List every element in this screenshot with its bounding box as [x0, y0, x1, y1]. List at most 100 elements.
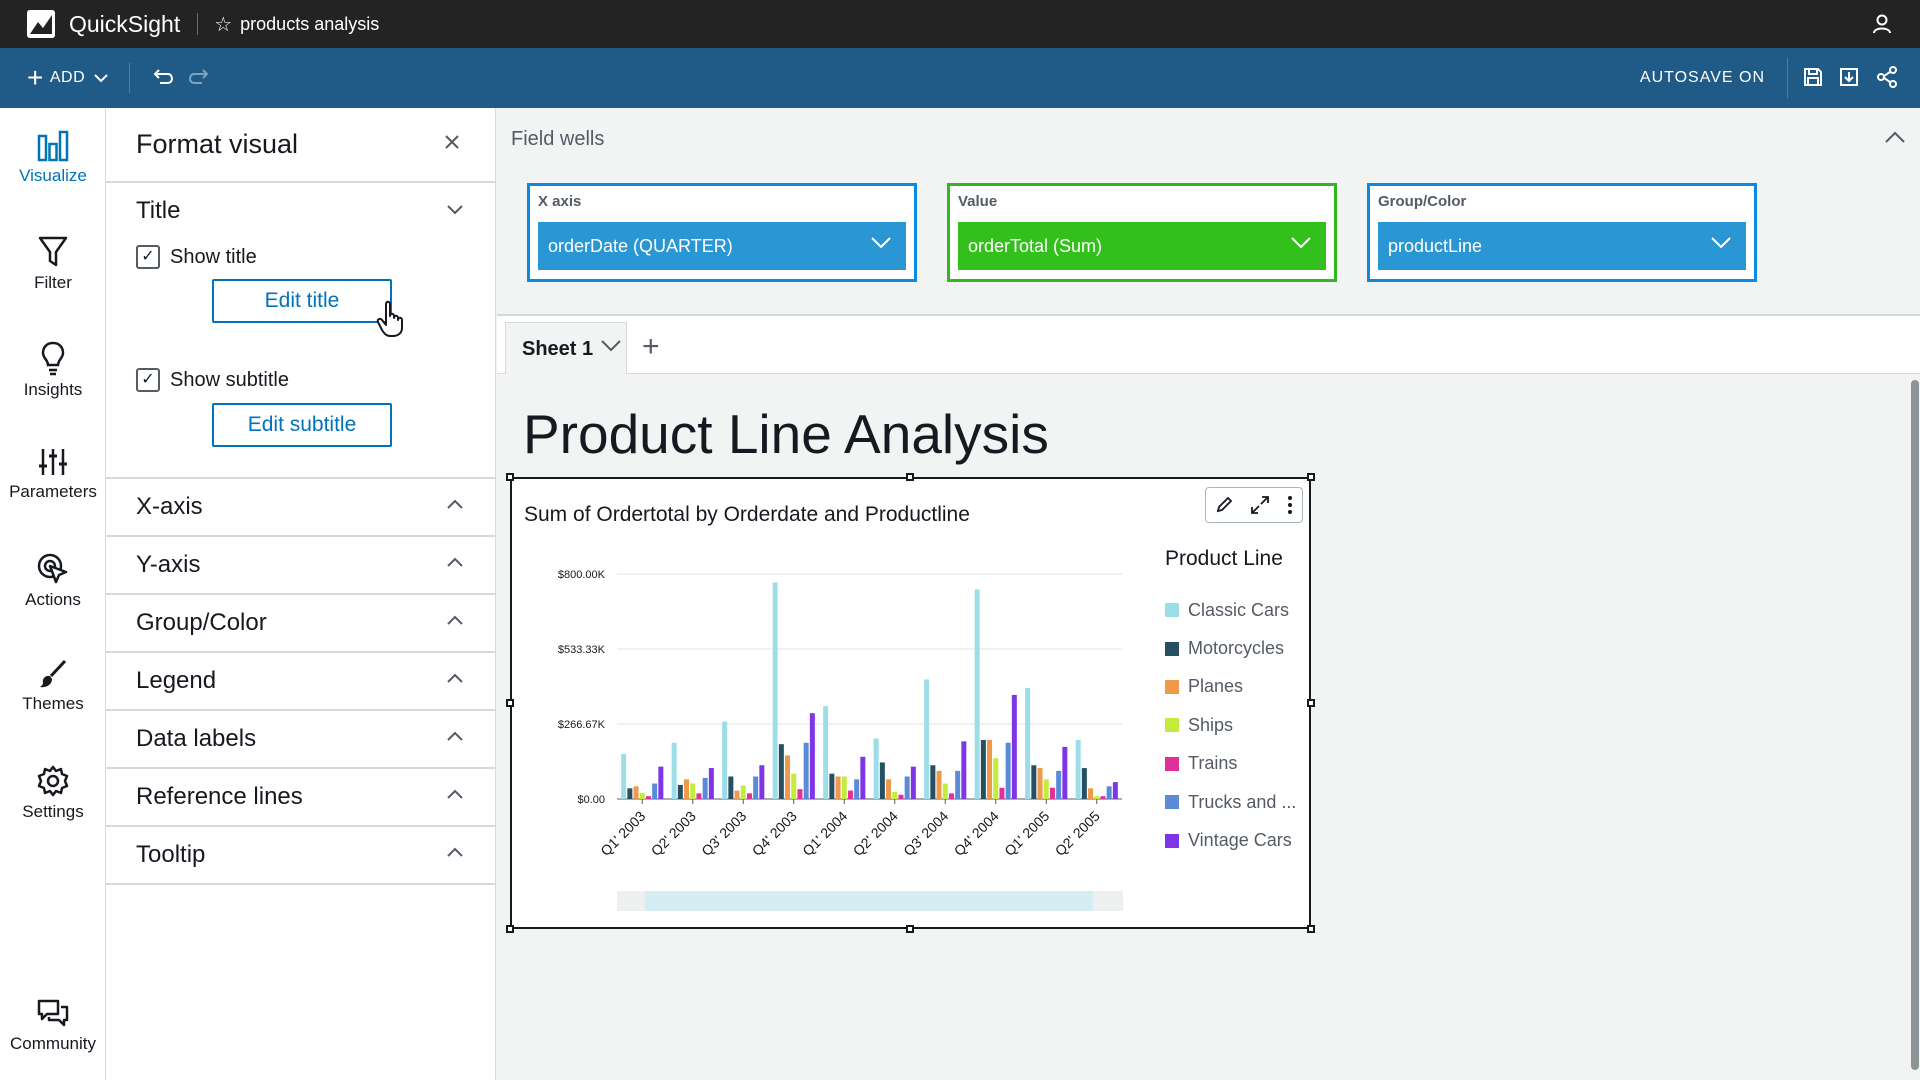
bar[interactable]: [803, 742, 809, 799]
show-title-checkbox[interactable]: ✓ Show title: [136, 245, 257, 269]
bar[interactable]: [999, 787, 1005, 799]
sheet-title[interactable]: Product Line Analysis: [523, 403, 1049, 465]
bar[interactable]: [809, 713, 815, 799]
bar[interactable]: [791, 773, 797, 799]
legend-item[interactable]: Ships: [1165, 706, 1296, 744]
visual-title[interactable]: Sum of Ordertotal by Orderdate and Produ…: [524, 503, 970, 526]
bar[interactable]: [993, 758, 999, 799]
bar[interactable]: [1025, 687, 1031, 799]
bar[interactable]: [841, 776, 847, 800]
bar[interactable]: [734, 790, 740, 799]
section-header[interactable]: Y-axis: [106, 537, 495, 593]
star-icon[interactable]: ☆: [214, 13, 233, 36]
section-header[interactable]: Group/Color: [106, 595, 495, 651]
bar[interactable]: [930, 765, 936, 799]
bar[interactable]: [860, 756, 866, 799]
bar[interactable]: [671, 742, 677, 799]
quicksight-logo-icon[interactable]: [27, 10, 55, 38]
more-options-icon[interactable]: [1287, 495, 1293, 515]
bar[interactable]: [955, 770, 961, 799]
well-field-dropdown[interactable]: productLine: [1378, 222, 1746, 270]
tab-sheet-1[interactable]: Sheet 1: [505, 322, 627, 376]
edit-subtitle-button[interactable]: Edit subtitle: [212, 403, 392, 447]
well-field-dropdown[interactable]: orderTotal (Sum): [958, 222, 1326, 270]
user-icon[interactable]: [1872, 13, 1892, 40]
resize-handle[interactable]: [906, 925, 914, 933]
bar[interactable]: [892, 791, 898, 799]
bar[interactable]: [1031, 765, 1037, 799]
legend-item[interactable]: Planes: [1165, 668, 1296, 706]
legend-item[interactable]: Classic Cars: [1165, 591, 1296, 629]
bar[interactable]: [677, 784, 683, 799]
bar[interactable]: [1106, 786, 1112, 799]
nav-item-settings[interactable]: Settings: [0, 764, 106, 822]
bar[interactable]: [684, 779, 690, 799]
bar[interactable]: [1037, 768, 1043, 799]
resize-handle[interactable]: [506, 699, 514, 707]
resize-handle[interactable]: [1307, 473, 1315, 481]
bar[interactable]: [835, 776, 841, 800]
bar[interactable]: [690, 783, 696, 799]
resize-handle[interactable]: [906, 473, 914, 481]
bar[interactable]: [987, 739, 993, 799]
bar[interactable]: [898, 794, 904, 799]
section-header[interactable]: Reference lines: [106, 769, 495, 825]
nav-item-parameters[interactable]: Parameters: [0, 446, 106, 502]
add-button[interactable]: + ADD: [27, 64, 109, 92]
resize-handle[interactable]: [1307, 925, 1315, 933]
bar[interactable]: [797, 789, 803, 799]
bar[interactable]: [1094, 796, 1100, 799]
bar[interactable]: [886, 779, 892, 799]
bar[interactable]: [974, 589, 980, 799]
bar[interactable]: [924, 679, 930, 799]
nav-item-community[interactable]: Community: [0, 998, 106, 1054]
bar[interactable]: [829, 773, 835, 799]
section-header[interactable]: Legend: [106, 653, 495, 709]
bar[interactable]: [910, 766, 916, 799]
show-subtitle-checkbox[interactable]: ✓ Show subtitle: [136, 368, 289, 392]
bar[interactable]: [823, 706, 829, 799]
resize-handle[interactable]: [506, 473, 514, 481]
bar[interactable]: [740, 785, 746, 800]
export-icon[interactable]: [1836, 64, 1862, 90]
undo-icon[interactable]: [150, 65, 174, 91]
share-icon[interactable]: [1874, 64, 1900, 90]
bar[interactable]: [627, 788, 633, 799]
bar[interactable]: [753, 776, 759, 800]
bar[interactable]: [759, 765, 765, 799]
resize-handle[interactable]: [1307, 699, 1315, 707]
legend-item[interactable]: Trains: [1165, 745, 1296, 783]
bar[interactable]: [961, 741, 967, 799]
bar[interactable]: [1043, 779, 1049, 799]
nav-item-visualize[interactable]: Visualize: [0, 130, 106, 186]
save-icon[interactable]: [1800, 64, 1826, 90]
legend-item[interactable]: Vintage Cars: [1165, 821, 1296, 859]
bar[interactable]: [746, 793, 752, 799]
bar[interactable]: [1005, 742, 1011, 799]
legend-item[interactable]: Motorcycles: [1165, 629, 1296, 667]
bar[interactable]: [658, 766, 664, 799]
autosave-status[interactable]: AUTOSAVE ON: [1639, 69, 1765, 86]
legend-item[interactable]: Trucks and ...: [1165, 783, 1296, 821]
bar[interactable]: [785, 755, 791, 799]
chart-scrollbar-thumb[interactable]: [645, 891, 1093, 911]
bar[interactable]: [980, 739, 986, 799]
bar[interactable]: [772, 582, 778, 799]
bar[interactable]: [696, 793, 702, 799]
close-icon[interactable]: [443, 130, 461, 158]
bar[interactable]: [633, 786, 639, 799]
expand-icon[interactable]: [1250, 495, 1270, 515]
bar[interactable]: [936, 770, 942, 799]
bar[interactable]: [1081, 768, 1087, 799]
section-header[interactable]: Tooltip: [106, 827, 495, 883]
bar[interactable]: [1062, 746, 1068, 799]
bar[interactable]: [639, 792, 645, 799]
bar[interactable]: [873, 738, 879, 799]
nav-item-themes[interactable]: Themes: [0, 658, 106, 714]
nav-item-insights[interactable]: Insights: [0, 340, 106, 400]
well-field-dropdown[interactable]: orderDate (QUARTER): [538, 222, 906, 270]
bar[interactable]: [645, 796, 651, 799]
bar[interactable]: [854, 779, 860, 799]
bar[interactable]: [1112, 782, 1118, 799]
pencil-icon[interactable]: [1215, 496, 1233, 514]
